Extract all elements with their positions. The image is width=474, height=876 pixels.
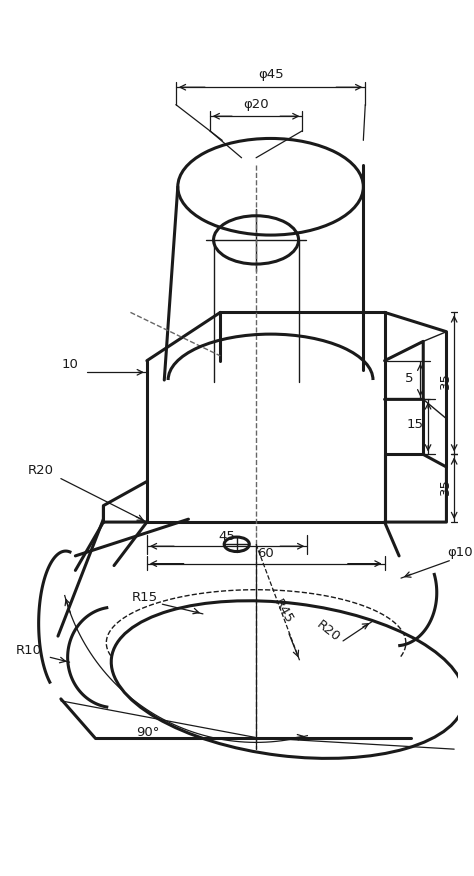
Text: 90°: 90° (136, 726, 159, 739)
Text: φ20: φ20 (243, 98, 269, 111)
Text: R15: R15 (132, 591, 158, 604)
Text: 15: 15 (407, 418, 424, 431)
Text: φ45: φ45 (258, 68, 283, 81)
Text: 10: 10 (61, 358, 78, 371)
Text: 35: 35 (439, 371, 452, 389)
Text: R20: R20 (314, 618, 343, 645)
Text: R20: R20 (27, 464, 54, 477)
Text: R45: R45 (271, 597, 295, 626)
Text: 45: 45 (219, 530, 236, 543)
Text: 35: 35 (439, 477, 452, 495)
Text: R10: R10 (16, 644, 42, 657)
Text: 60: 60 (257, 548, 274, 561)
Text: 5: 5 (404, 371, 413, 385)
Text: φ10: φ10 (447, 546, 473, 559)
